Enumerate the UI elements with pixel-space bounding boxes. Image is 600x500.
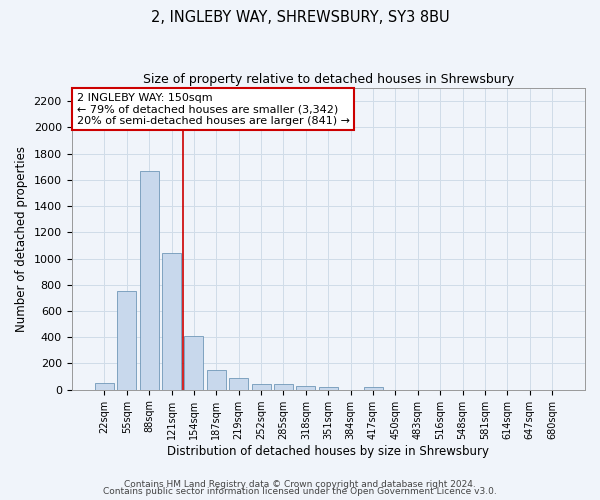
Bar bbox=[140, 170, 158, 390]
X-axis label: Distribution of detached houses by size in Shrewsbury: Distribution of detached houses by size … bbox=[167, 444, 489, 458]
Text: Contains HM Land Registry data © Crown copyright and database right 2024.: Contains HM Land Registry data © Crown c… bbox=[124, 480, 476, 489]
Bar bbox=[117, 292, 136, 390]
Text: Contains public sector information licensed under the Open Government Licence v3: Contains public sector information licen… bbox=[103, 487, 497, 496]
Bar bbox=[296, 386, 316, 390]
Bar bbox=[95, 382, 114, 390]
Y-axis label: Number of detached properties: Number of detached properties bbox=[15, 146, 28, 332]
Bar bbox=[207, 370, 226, 390]
Bar bbox=[364, 387, 383, 390]
Bar bbox=[251, 384, 271, 390]
Bar bbox=[184, 336, 203, 390]
Bar bbox=[274, 384, 293, 390]
Text: 2, INGLEBY WAY, SHREWSBURY, SY3 8BU: 2, INGLEBY WAY, SHREWSBURY, SY3 8BU bbox=[151, 10, 449, 25]
Bar bbox=[162, 254, 181, 390]
Title: Size of property relative to detached houses in Shrewsbury: Size of property relative to detached ho… bbox=[143, 72, 514, 86]
Bar bbox=[229, 378, 248, 390]
Text: 2 INGLEBY WAY: 150sqm
← 79% of detached houses are smaller (3,342)
20% of semi-d: 2 INGLEBY WAY: 150sqm ← 79% of detached … bbox=[77, 92, 350, 126]
Bar bbox=[319, 387, 338, 390]
